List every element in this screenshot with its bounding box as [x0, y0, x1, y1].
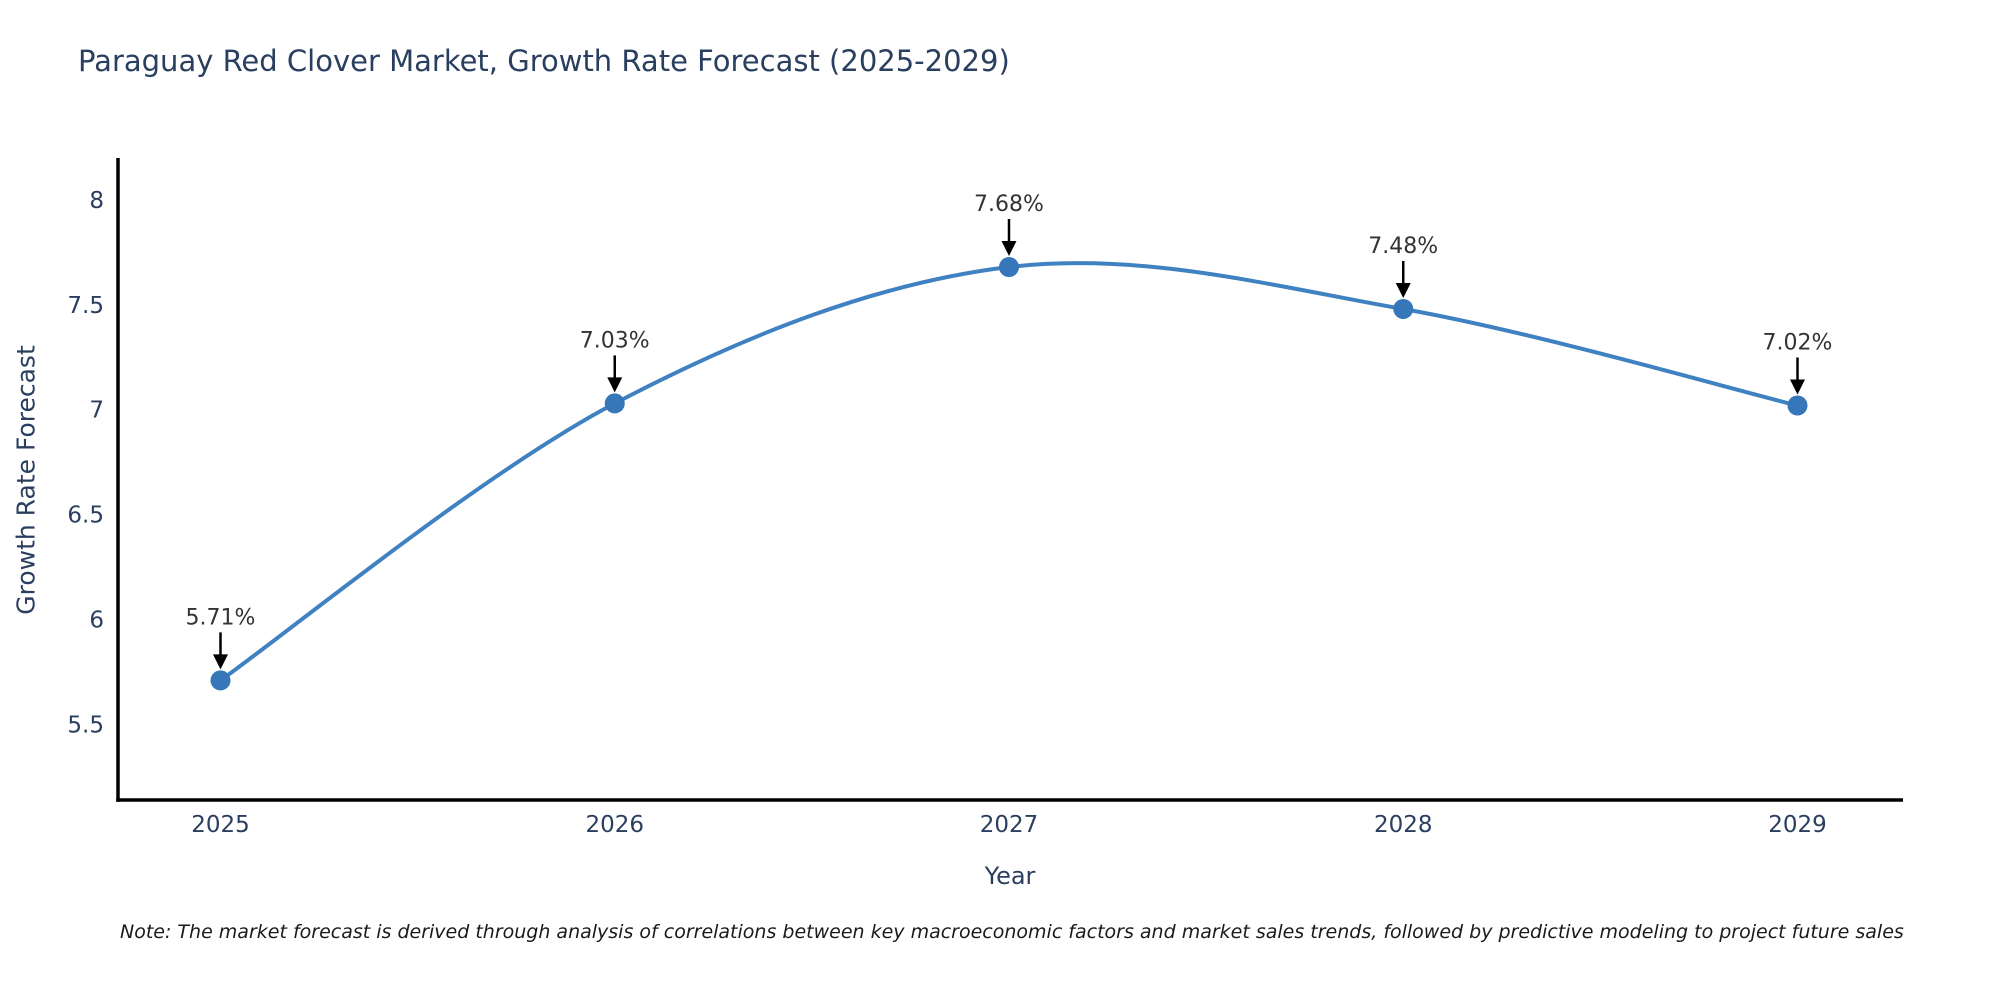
annotation-label: 7.48% — [1368, 234, 1438, 259]
chart-title: Paraguay Red Clover Market, Growth Rate … — [78, 44, 1010, 78]
x-axis-title: Year — [984, 862, 1036, 890]
annotation-arrowhead — [1395, 282, 1411, 298]
annotation-label: 7.68% — [974, 192, 1044, 217]
y-tick-label: 8 — [89, 188, 104, 214]
data-point[interactable] — [1393, 298, 1414, 319]
y-tick-label: 7.5 — [67, 293, 104, 319]
annotation-label: 5.71% — [186, 605, 256, 630]
annotation-label: 7.03% — [580, 328, 650, 353]
annotation-arrowhead — [607, 377, 623, 393]
annotation-arrowhead — [1789, 379, 1805, 395]
y-axis-title: Growth Rate Forecast — [11, 345, 41, 615]
x-tick-label: 2025 — [191, 812, 250, 838]
annotation-arrowhead — [213, 654, 229, 670]
data-point[interactable] — [999, 257, 1019, 278]
data-point[interactable] — [1787, 395, 1808, 416]
y-tick-label: 6.5 — [67, 503, 104, 529]
x-tick-label: 2026 — [585, 812, 644, 838]
x-tick-label: 2027 — [980, 812, 1039, 838]
data-point[interactable] — [604, 393, 625, 414]
data-point[interactable] — [210, 670, 231, 691]
y-tick-label: 5.5 — [67, 712, 104, 738]
annotation-arrowhead — [1001, 241, 1017, 257]
chart-footnote: Note: The market forecast is derived thr… — [120, 921, 1904, 943]
x-tick-label: 2028 — [1374, 812, 1433, 838]
y-tick-label: 7 — [89, 398, 104, 424]
x-tick-label: 2029 — [1768, 812, 1827, 838]
annotation-label: 7.02% — [1763, 331, 1833, 356]
forecast-line — [219, 261, 1798, 683]
y-tick-label: 6 — [89, 608, 104, 634]
